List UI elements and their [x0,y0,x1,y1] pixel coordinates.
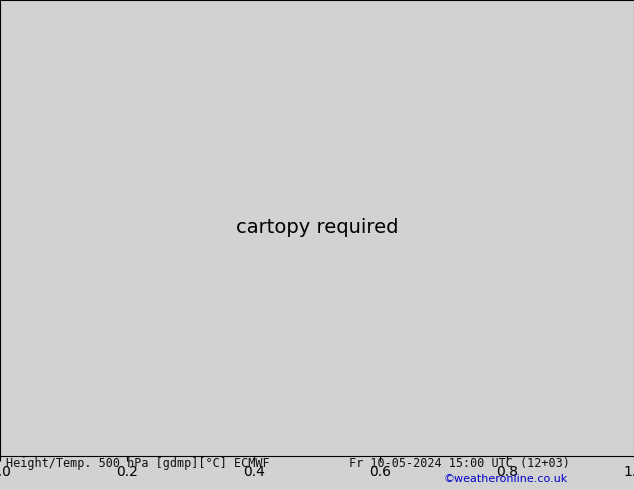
Text: ©weatheronline.co.uk: ©weatheronline.co.uk [444,474,568,484]
Text: Fr 10-05-2024 15:00 UTC (12+03): Fr 10-05-2024 15:00 UTC (12+03) [349,457,569,469]
Text: Height/Temp. 500 hPa [gdmp][°C] ECMWF: Height/Temp. 500 hPa [gdmp][°C] ECMWF [6,457,270,469]
Text: cartopy required: cartopy required [236,219,398,237]
